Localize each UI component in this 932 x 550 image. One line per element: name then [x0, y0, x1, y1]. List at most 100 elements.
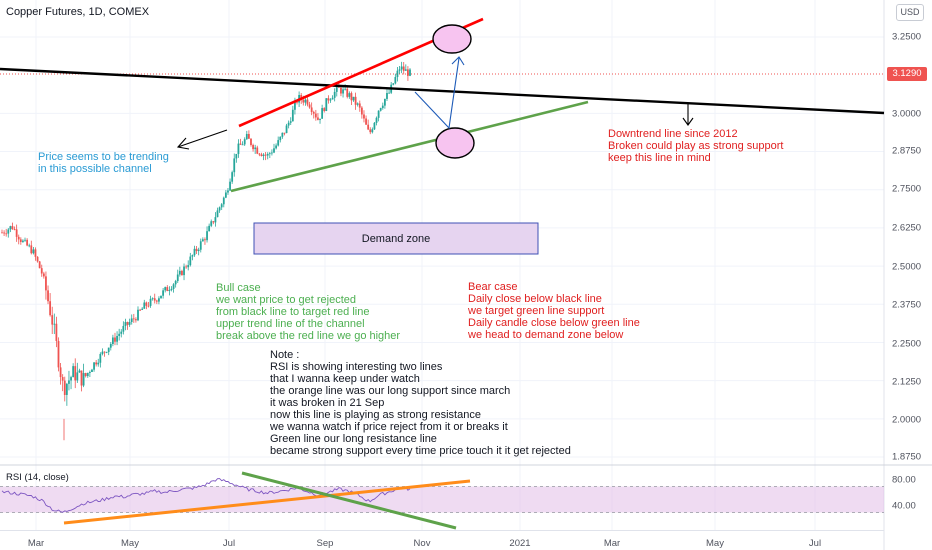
candle-body — [268, 153, 271, 155]
note-line: we want price to get rejected — [216, 294, 357, 306]
candle-body — [88, 372, 91, 373]
candle-body — [323, 108, 326, 111]
candle-body — [55, 323, 58, 341]
candle-body — [91, 369, 93, 373]
demand-zone-box[interactable] — [253, 222, 539, 255]
candle-body — [82, 373, 85, 386]
candle-body — [306, 99, 309, 105]
candle-body — [344, 88, 347, 90]
price-tick: 3.2500 — [892, 31, 922, 43]
candle-body — [162, 290, 165, 296]
candle-body — [9, 226, 12, 230]
candle-body — [128, 322, 131, 325]
price-tick: 2.1250 — [892, 376, 922, 388]
candle-body — [103, 351, 106, 353]
candle-body — [143, 302, 146, 309]
candle-body — [327, 98, 330, 101]
candle-body — [80, 370, 83, 386]
candle-body — [114, 337, 116, 342]
candle-body — [348, 93, 351, 97]
candle-body — [294, 101, 296, 110]
candle-body — [400, 66, 403, 70]
price-tick: 1.8750 — [892, 451, 922, 463]
rsi-line — [1, 478, 411, 513]
rsi-series-line — [1, 478, 411, 513]
candle-body — [254, 147, 257, 150]
price-tick: 2.5000 — [892, 261, 922, 273]
price-tick: 2.7500 — [892, 183, 922, 195]
candle-body — [381, 105, 384, 109]
last-price-label: 3.1290 — [887, 67, 927, 81]
candle-body — [126, 322, 129, 325]
note-line: Bull case — [216, 282, 261, 294]
candle-body — [396, 70, 399, 78]
rsi-indicator-title[interactable]: RSI (14, close) — [6, 472, 69, 483]
candle-body — [277, 140, 280, 146]
candle-body — [260, 154, 263, 156]
candle-body — [373, 122, 376, 130]
candle-body — [329, 99, 332, 101]
channel-lower-line — [230, 100, 589, 193]
candle-body — [383, 98, 386, 106]
candle-body — [34, 249, 37, 257]
candle-body — [335, 86, 338, 92]
candle-body — [160, 295, 162, 299]
candle-body — [185, 266, 188, 268]
rsi-note: Note : RSI is showing interesting two li… — [270, 349, 571, 457]
price-axis[interactable]: 3.2500 3.0000 2.8750 2.7500 2.6250 2.500… — [884, 0, 932, 465]
candle-body — [137, 309, 139, 321]
rsi-band — [0, 486, 884, 513]
note-line: RSI is showing interesting two lines — [270, 361, 443, 373]
candle-body — [19, 239, 22, 242]
note-line: Price seems to be trending — [38, 151, 169, 163]
note-line: Daily close below black line — [468, 293, 602, 305]
rsi-resistance-line — [241, 471, 457, 530]
candle-body — [178, 270, 181, 275]
candle-body — [222, 197, 225, 205]
time-axis[interactable]: Mar May Jul Sep Nov 2021 Mar May Jul — [0, 530, 884, 550]
candle-body — [28, 245, 31, 247]
candle-body — [402, 66, 405, 71]
candle-body — [155, 300, 158, 302]
price-tick: 2.3750 — [892, 299, 922, 311]
candle-body — [93, 362, 95, 370]
candle-body — [227, 190, 229, 193]
candle-body — [176, 274, 179, 282]
candle-body — [132, 318, 135, 320]
currency-button[interactable]: USD — [896, 4, 924, 21]
candle-body — [1, 232, 3, 234]
candle-body — [141, 308, 144, 310]
candle-body — [214, 217, 217, 223]
candle-body — [266, 154, 269, 156]
symbol-title[interactable]: Copper Futures, 1D, COMEX — [6, 6, 150, 18]
candle-body — [409, 69, 411, 76]
candle-body — [310, 107, 313, 112]
rsi-tick: 40.00 — [892, 500, 916, 512]
candle-body — [241, 144, 244, 146]
candle-body — [7, 229, 10, 234]
candle-body — [206, 231, 208, 241]
rsi-support-line — [63, 479, 471, 525]
candle-body — [250, 138, 252, 145]
candle-body — [279, 136, 282, 141]
candle-body — [352, 96, 355, 101]
time-tick: May — [706, 538, 724, 549]
trend-drawings[interactable] — [0, 17, 885, 530]
candle-body — [158, 298, 160, 302]
note-line: from black line to target red line — [216, 306, 370, 318]
note-line: Green line our long resistance line — [270, 433, 437, 445]
candle-body — [325, 98, 328, 111]
note-line: Downtrend line since 2012 — [608, 128, 738, 140]
candle-body — [367, 124, 370, 130]
candle-body — [371, 129, 374, 133]
channel-note: Price seems to be trending in this possi… — [38, 151, 169, 175]
candle-body — [139, 309, 141, 311]
candle-body — [63, 380, 66, 395]
candle-body — [78, 370, 81, 373]
candle-body — [394, 77, 397, 84]
candle-body — [99, 353, 102, 363]
candle-body — [32, 249, 35, 254]
candle-body — [220, 204, 223, 208]
candle-body — [356, 103, 359, 105]
